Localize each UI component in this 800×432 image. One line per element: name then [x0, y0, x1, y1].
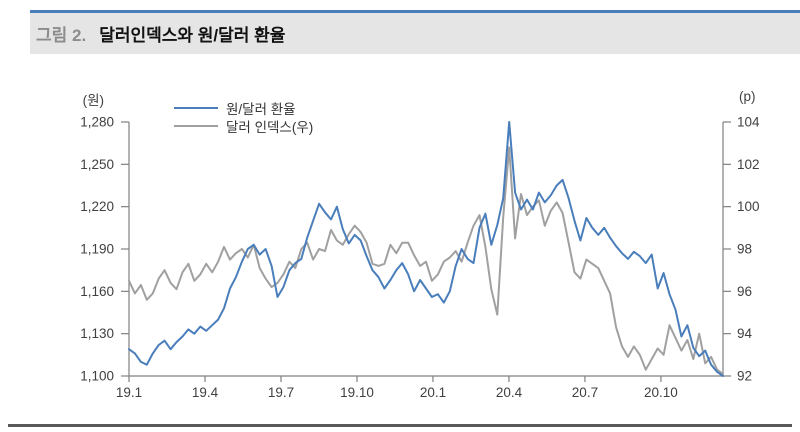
- left-axis-tick-label: 1,130: [80, 326, 114, 341]
- x-axis-tick-label: 19.10: [340, 385, 374, 400]
- right-axis-tick-label: 94: [737, 326, 753, 341]
- x-axis-tick-label: 20.1: [420, 385, 446, 400]
- legend-label-krw: 원/달러 환율: [226, 102, 296, 117]
- figure-title: 달러인덱스와 원/달러 환율: [99, 26, 286, 45]
- footer-divider: [8, 424, 792, 427]
- x-axis-tick-label: 20.4: [496, 385, 523, 400]
- right-axis-tick-label: 104: [737, 115, 760, 130]
- left-axis-tick-label: 1,250: [80, 157, 114, 172]
- legend-line-dxy: [174, 125, 218, 127]
- x-axis-tick-label: 19.7: [268, 385, 294, 400]
- left-axis-unit: (원): [82, 93, 104, 108]
- left-axis-tick-label: 1,220: [80, 199, 114, 214]
- x-axis-tick-label: 20.7: [572, 385, 598, 400]
- x-axis-tick-label: 20.10: [644, 385, 678, 400]
- header-bar: 그림 2. 달러인덱스와 원/달러 환율: [30, 10, 800, 54]
- right-axis-tick-label: 100: [737, 199, 760, 214]
- x-axis-tick-label: 19.1: [116, 385, 142, 400]
- left-axis-tick-label: 1,100: [80, 369, 114, 384]
- left-axis-tick-label: 1,190: [80, 242, 114, 257]
- legend-line-krw: [174, 107, 218, 109]
- left-axis-tick-label: 1,280: [80, 115, 114, 130]
- right-axis-tick-label: 98: [737, 242, 752, 257]
- left-axis-tick-label: 1,160: [80, 284, 114, 299]
- legend-item-krw: 원/달러 환율: [174, 99, 313, 117]
- right-axis-tick-label: 96: [737, 284, 752, 299]
- legend-label-dxy: 달러 인덱스(우): [226, 120, 314, 135]
- right-axis-unit: (p): [739, 89, 756, 104]
- figure-label: 그림 2.: [36, 26, 87, 45]
- right-axis-tick-label: 92: [737, 369, 752, 384]
- chart-legend: 원/달러 환율 달러 인덱스(우): [174, 99, 313, 135]
- legend-item-dxy: 달러 인덱스(우): [174, 117, 313, 135]
- dxy-series-line: [128, 146, 724, 375]
- x-axis-tick-label: 19.4: [192, 385, 219, 400]
- krw-series-line: [128, 121, 724, 377]
- right-axis-tick-label: 102: [737, 157, 760, 172]
